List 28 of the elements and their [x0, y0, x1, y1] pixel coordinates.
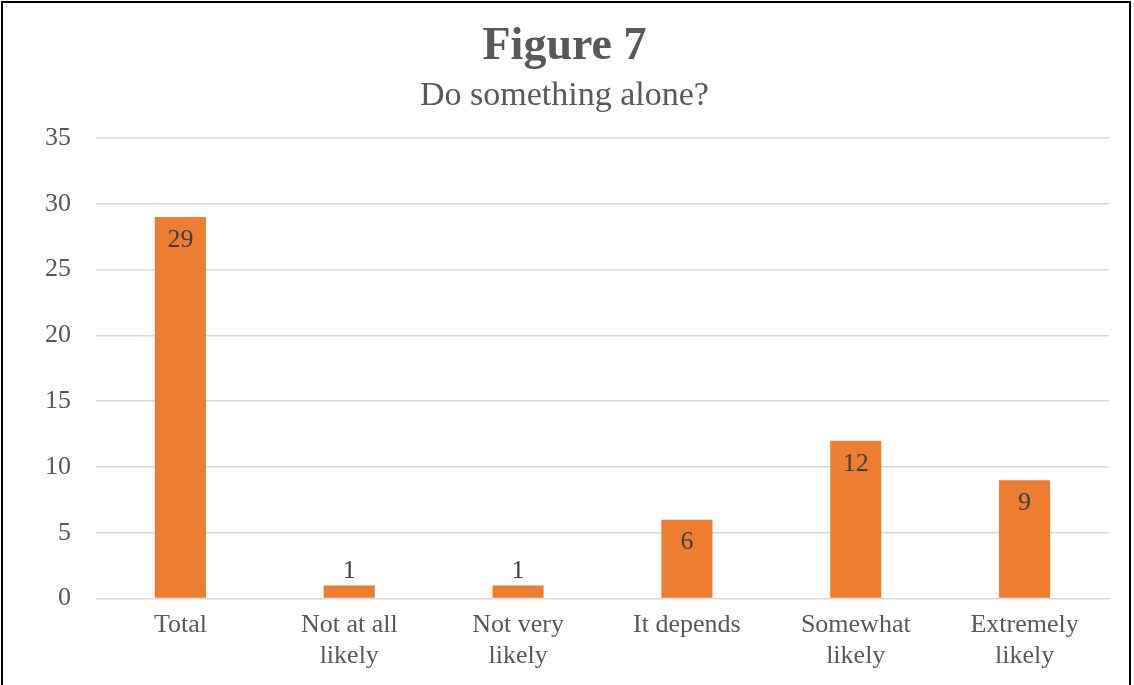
- bar: [661, 519, 713, 598]
- bar: [999, 480, 1051, 598]
- bar: [154, 216, 206, 598]
- data-label: 1: [511, 555, 525, 585]
- y-tick-label: 35: [45, 121, 71, 151]
- y-tick-label: 5: [58, 516, 71, 546]
- bar: [323, 585, 375, 598]
- x-tick-label: It depends: [633, 609, 741, 639]
- x-tick-label: Not very likely: [472, 609, 564, 670]
- y-tick-label: 15: [45, 385, 71, 415]
- data-label: 1: [342, 555, 356, 585]
- y-tick-label: 10: [45, 450, 71, 480]
- y-tick-label: 20: [45, 319, 71, 349]
- data-label: 29: [167, 223, 194, 253]
- x-tick-label: Not at all likely: [300, 609, 398, 670]
- y-tick-label: 0: [58, 582, 71, 612]
- bar: [830, 440, 882, 598]
- data-label: 9: [1018, 486, 1032, 516]
- x-tick-label: Extremely likely: [970, 609, 1079, 670]
- y-tick-label: 30: [45, 187, 71, 217]
- y-tick-label: 25: [45, 253, 71, 283]
- x-tick-label: Total: [153, 609, 207, 639]
- data-label: 12: [842, 447, 869, 477]
- chart-subtitle: Do something alone?: [420, 74, 709, 112]
- x-tick-label: Somewhat likely: [800, 609, 912, 670]
- bar: [492, 585, 544, 598]
- chart-title: Figure 7: [482, 18, 647, 70]
- data-label: 6: [680, 526, 694, 556]
